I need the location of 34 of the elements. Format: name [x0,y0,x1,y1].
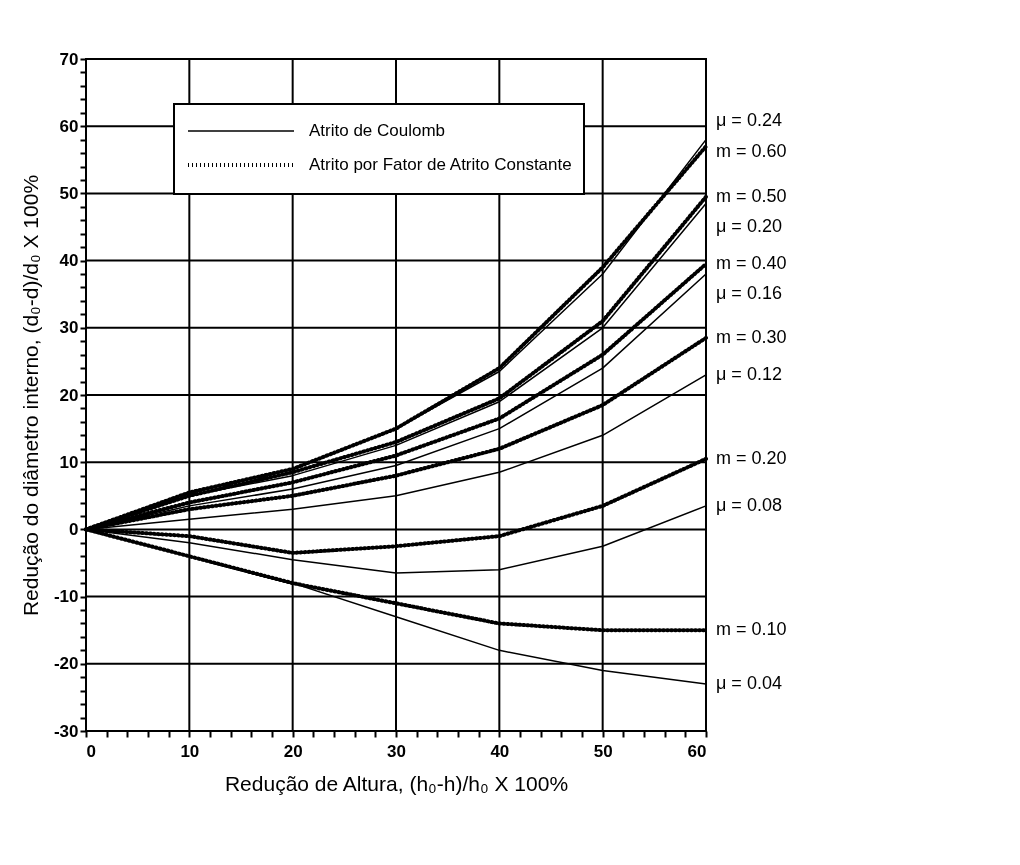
annotation: Atrito por Fator de Atrito Constante [309,155,572,174]
series-label: μ = 0.04 [716,672,782,693]
series-label: μ = 0.08 [716,494,782,515]
series-label: m = 0.30 [716,326,787,347]
x-tick-label: 20 [283,741,303,761]
y-tick-label: -20 [53,654,79,674]
annotation: Atrito de Coulomb [309,121,446,140]
series-label: m = 0.20 [716,447,787,468]
series-label: m = 0.60 [716,140,787,161]
x-tick-label: 30 [387,741,406,761]
y-axis-title: Redução do diâmetro interno, (d₀-d)/d₀ X 100% [18,174,42,617]
series-label: m = 0.40 [716,252,787,273]
series-label: μ = 0.20 [716,216,782,236]
y-tick-label: 20 [59,385,79,405]
y-tick-label: 30 [59,318,79,338]
y-tick-label: -30 [53,721,79,741]
x-tick-label: 50 [593,741,613,761]
y-tick-label: 50 [59,183,79,203]
x-axis-title: Redução de Altura, (h₀-h)/h₀ X 100% [224,771,569,795]
y-tick-label: -10 [53,587,79,607]
series-label: μ = 0.16 [716,283,782,304]
series-label: m = 0.10 [716,619,787,640]
x-tick-label: 40 [490,741,510,761]
y-tick-label: 40 [59,251,79,271]
series-label: μ = 0.12 [716,363,782,384]
x-tick-label: 60 [687,741,707,761]
series-label: m = 0.50 [716,185,787,206]
y-tick-label: 70 [59,49,79,69]
y-tick-label: 0 [69,519,79,539]
x-tick-label: 10 [180,741,200,761]
y-tick-label: 60 [59,116,79,136]
series-label: μ = 0.24 [716,110,782,131]
y-tick-label: 10 [59,452,79,472]
x-tick-label: 0 [86,741,96,761]
